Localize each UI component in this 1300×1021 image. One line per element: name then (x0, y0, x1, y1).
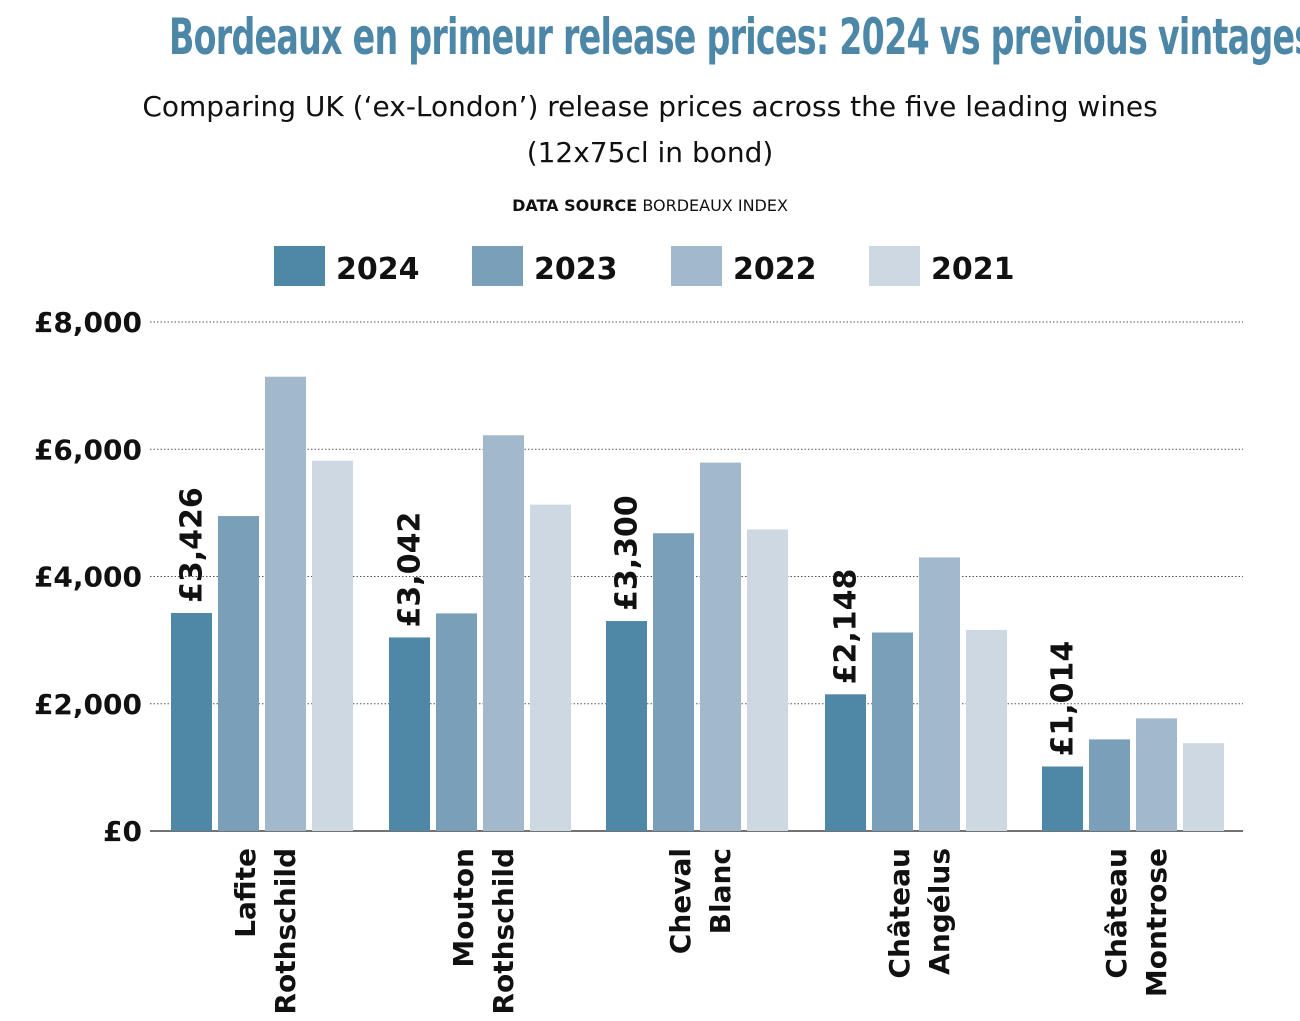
bar-2024-4 (1042, 766, 1083, 831)
legend-swatch-2022 (671, 246, 722, 286)
bar-2023-1 (436, 613, 477, 831)
category-label-0-0: Lafite (229, 848, 262, 938)
data-source: DATA SOURCE BORDEAUX INDEX (0, 196, 1300, 215)
source-label: DATA SOURCE (512, 196, 638, 215)
legend-label-2021: 2021 (931, 252, 1015, 287)
bar-2024-3 (825, 694, 866, 831)
y-tick-label: £2,000 (34, 688, 142, 721)
category-label-4-1: Montrose (1140, 848, 1173, 997)
bar-2021-2 (747, 529, 788, 831)
legend: 2024 2023 2022 2021 (274, 246, 1015, 287)
category-label-3-1: Angélus (923, 848, 956, 975)
bar-2021-0 (312, 460, 353, 831)
legend-swatch-2024 (274, 246, 325, 286)
subtitle-line-1: Comparing UK (‘ex-London’) release price… (142, 90, 1158, 123)
data-label-2: £3,300 (610, 495, 645, 611)
bar-2024-0 (171, 613, 212, 831)
bar-2022-1 (483, 435, 524, 831)
category-label-3-0: Château (883, 848, 916, 979)
bar-2023-2 (653, 533, 694, 831)
bar-2022-0 (265, 376, 306, 831)
subtitle-line-2: (12x75cl in bond) (526, 136, 774, 169)
category-label-2-0: Cheval (664, 848, 697, 954)
bar-2023-3 (872, 632, 913, 831)
y-tick-label: £4,000 (34, 561, 142, 594)
bar-2024-2 (606, 621, 647, 831)
data-label-4: £1,014 (1046, 641, 1081, 757)
legend-label-2024: 2024 (336, 252, 420, 287)
y-tick-label: £6,000 (34, 433, 142, 466)
data-labels: £3,426 £3,042 £3,300 £2,148 £1,014 (175, 487, 1081, 756)
bar-2021-4 (1183, 743, 1224, 831)
category-label-4-0: Château (1100, 848, 1133, 979)
legend-label-2022: 2022 (733, 252, 817, 287)
bar-2022-3 (919, 557, 960, 831)
y-tick-label: £8,000 (34, 306, 142, 339)
chart-title: Bordeaux en primeur release prices: 2024… (169, 8, 1300, 66)
legend-label-2023: 2023 (534, 252, 618, 287)
legend-swatch-2021 (869, 246, 920, 286)
bar-2022-4 (1136, 718, 1177, 831)
category-label-1-1: Rothschild (487, 848, 520, 1015)
bar-2023-4 (1089, 739, 1130, 831)
bar-2023-0 (218, 516, 259, 831)
bars (171, 376, 1224, 831)
bar-2021-1 (530, 504, 571, 831)
category-label-1-0: Mouton (447, 848, 480, 968)
chart-subtitle: Comparing UK (‘ex-London’) release price… (0, 84, 1300, 176)
data-label-3: £2,148 (829, 569, 864, 685)
y-tick-label: £0 (103, 815, 142, 848)
data-label-1: £3,042 (393, 512, 428, 628)
category-label-0-1: Rothschild (269, 848, 302, 1015)
data-label-0: £3,426 (175, 487, 210, 603)
y-axis: £0 £2,000 £4,000 £6,000 £8,000 (34, 306, 142, 848)
bar-2022-2 (700, 462, 741, 831)
x-axis: Lafite Rothschild Mouton Rothschild Cheval Bl… (229, 848, 1173, 1015)
bar-2024-1 (389, 637, 430, 831)
legend-swatch-2023 (472, 246, 523, 286)
bar-2021-3 (966, 629, 1007, 831)
source-value: BORDEAUX INDEX (642, 196, 788, 215)
category-label-2-1: Blanc (704, 848, 737, 934)
